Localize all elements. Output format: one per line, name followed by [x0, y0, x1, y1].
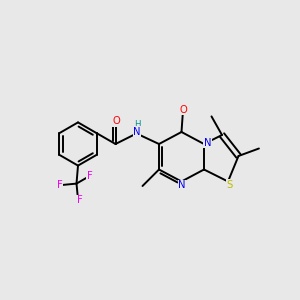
- Text: F: F: [76, 195, 82, 206]
- Text: O: O: [112, 116, 120, 126]
- Text: N: N: [204, 137, 211, 148]
- Text: S: S: [226, 179, 232, 190]
- Text: H: H: [134, 120, 140, 129]
- Text: N: N: [133, 127, 141, 137]
- Text: F: F: [86, 171, 92, 181]
- Text: N: N: [178, 180, 186, 190]
- Text: F: F: [57, 179, 63, 190]
- Text: O: O: [180, 105, 188, 115]
